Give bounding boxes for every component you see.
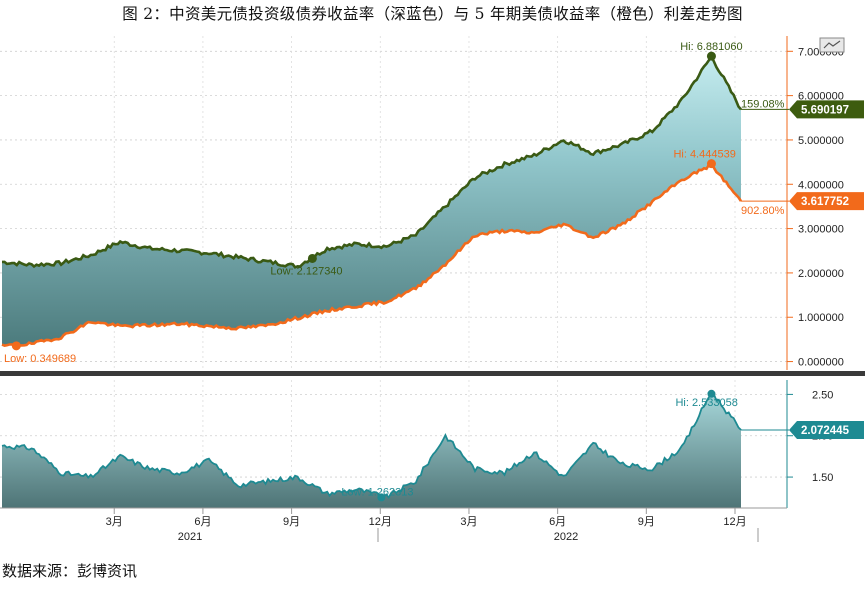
top-y-tick-label: 2.000000	[798, 268, 844, 280]
top-y-axis-ticks: 7.0000006.0000005.0000004.0000003.000000…	[787, 46, 844, 369]
ig-low-label: Low: 2.127340	[270, 265, 342, 277]
ig-low-marker	[307, 253, 317, 263]
chart-title: 图 2：中资美元债投资级债券收益率（深蓝色）与 5 年期美债收益率（橙色）利差走…	[122, 5, 743, 23]
x-tick-label: 12月	[369, 516, 392, 528]
ig-change-label: 159.08%	[741, 98, 785, 110]
bottom-y-tick-label: 2.50	[812, 389, 833, 401]
spread-low-marker	[377, 493, 386, 502]
x-tick-label: 3月	[460, 516, 477, 528]
spread-high-label: Hi: 2.533058	[675, 397, 737, 409]
x-tick-label: 6月	[194, 516, 211, 528]
x-tick-label: 6月	[549, 516, 566, 528]
top-y-tick-label: 6.000000	[798, 91, 844, 103]
ust5y-yield-line	[1, 161, 743, 348]
data-source: 数据来源：彭博资讯	[2, 562, 138, 580]
x-axis-ticks: 3月 6月 9月 12月 3月 6月 9月 12月 2021 2022	[106, 508, 759, 543]
ust-low-label: Low: 0.349689	[4, 353, 76, 365]
x-tick-label: 9月	[283, 516, 300, 528]
yield-spread-chart: 7.0000006.0000005.0000004.0000003.000000…	[0, 36, 865, 543]
bottom-panel	[0, 380, 787, 508]
bottom-y-tick-label: 1.50	[812, 472, 833, 484]
x-tick-label: 9月	[638, 516, 655, 528]
spread-last-tag	[789, 420, 864, 439]
spread-area-fill	[2, 393, 741, 508]
spread-low-label: Low: 1.262313	[341, 486, 413, 498]
top-panel	[0, 36, 787, 370]
ust-high-label: Hi: 4.444539	[673, 149, 735, 161]
spread-last-value: 2.072445	[801, 425, 850, 437]
x-year-label: 2021	[178, 531, 202, 543]
panel-separator	[0, 371, 865, 376]
top-y-tick-label: 1.000000	[798, 312, 844, 324]
top-y-tick-label: 4.000000	[798, 179, 844, 191]
ig-last-tag	[789, 100, 864, 119]
ust-last-value: 3.617752	[801, 196, 849, 208]
spread-high-marker	[707, 389, 716, 398]
ig-high-marker	[706, 51, 716, 61]
ust-change-label: 902.80%	[741, 205, 785, 217]
ust-high-marker	[706, 159, 716, 169]
annotations: Hi: 6.881060 Low: 2.127340 Hi: 4.444539 Low…	[4, 41, 864, 502]
ig-high-label: Hi: 6.881060	[680, 41, 742, 53]
spread-band-fill	[2, 56, 741, 346]
ust-low-marker	[11, 341, 21, 351]
ig-yield-line	[2, 53, 742, 269]
top-y-tick-label: 5.000000	[798, 135, 844, 147]
ig-last-value: 5.690197	[801, 104, 849, 116]
top-y-tick-label: 3.000000	[798, 224, 844, 236]
chart-settings-icon[interactable]	[819, 37, 845, 53]
x-tick-label: 12月	[723, 516, 746, 528]
x-year-label: 2022	[554, 531, 578, 543]
x-tick-label: 3月	[106, 516, 123, 528]
top-y-tick-label: 0.000000	[798, 357, 844, 369]
spread-line	[1, 392, 742, 499]
ust-last-tag	[789, 192, 864, 211]
